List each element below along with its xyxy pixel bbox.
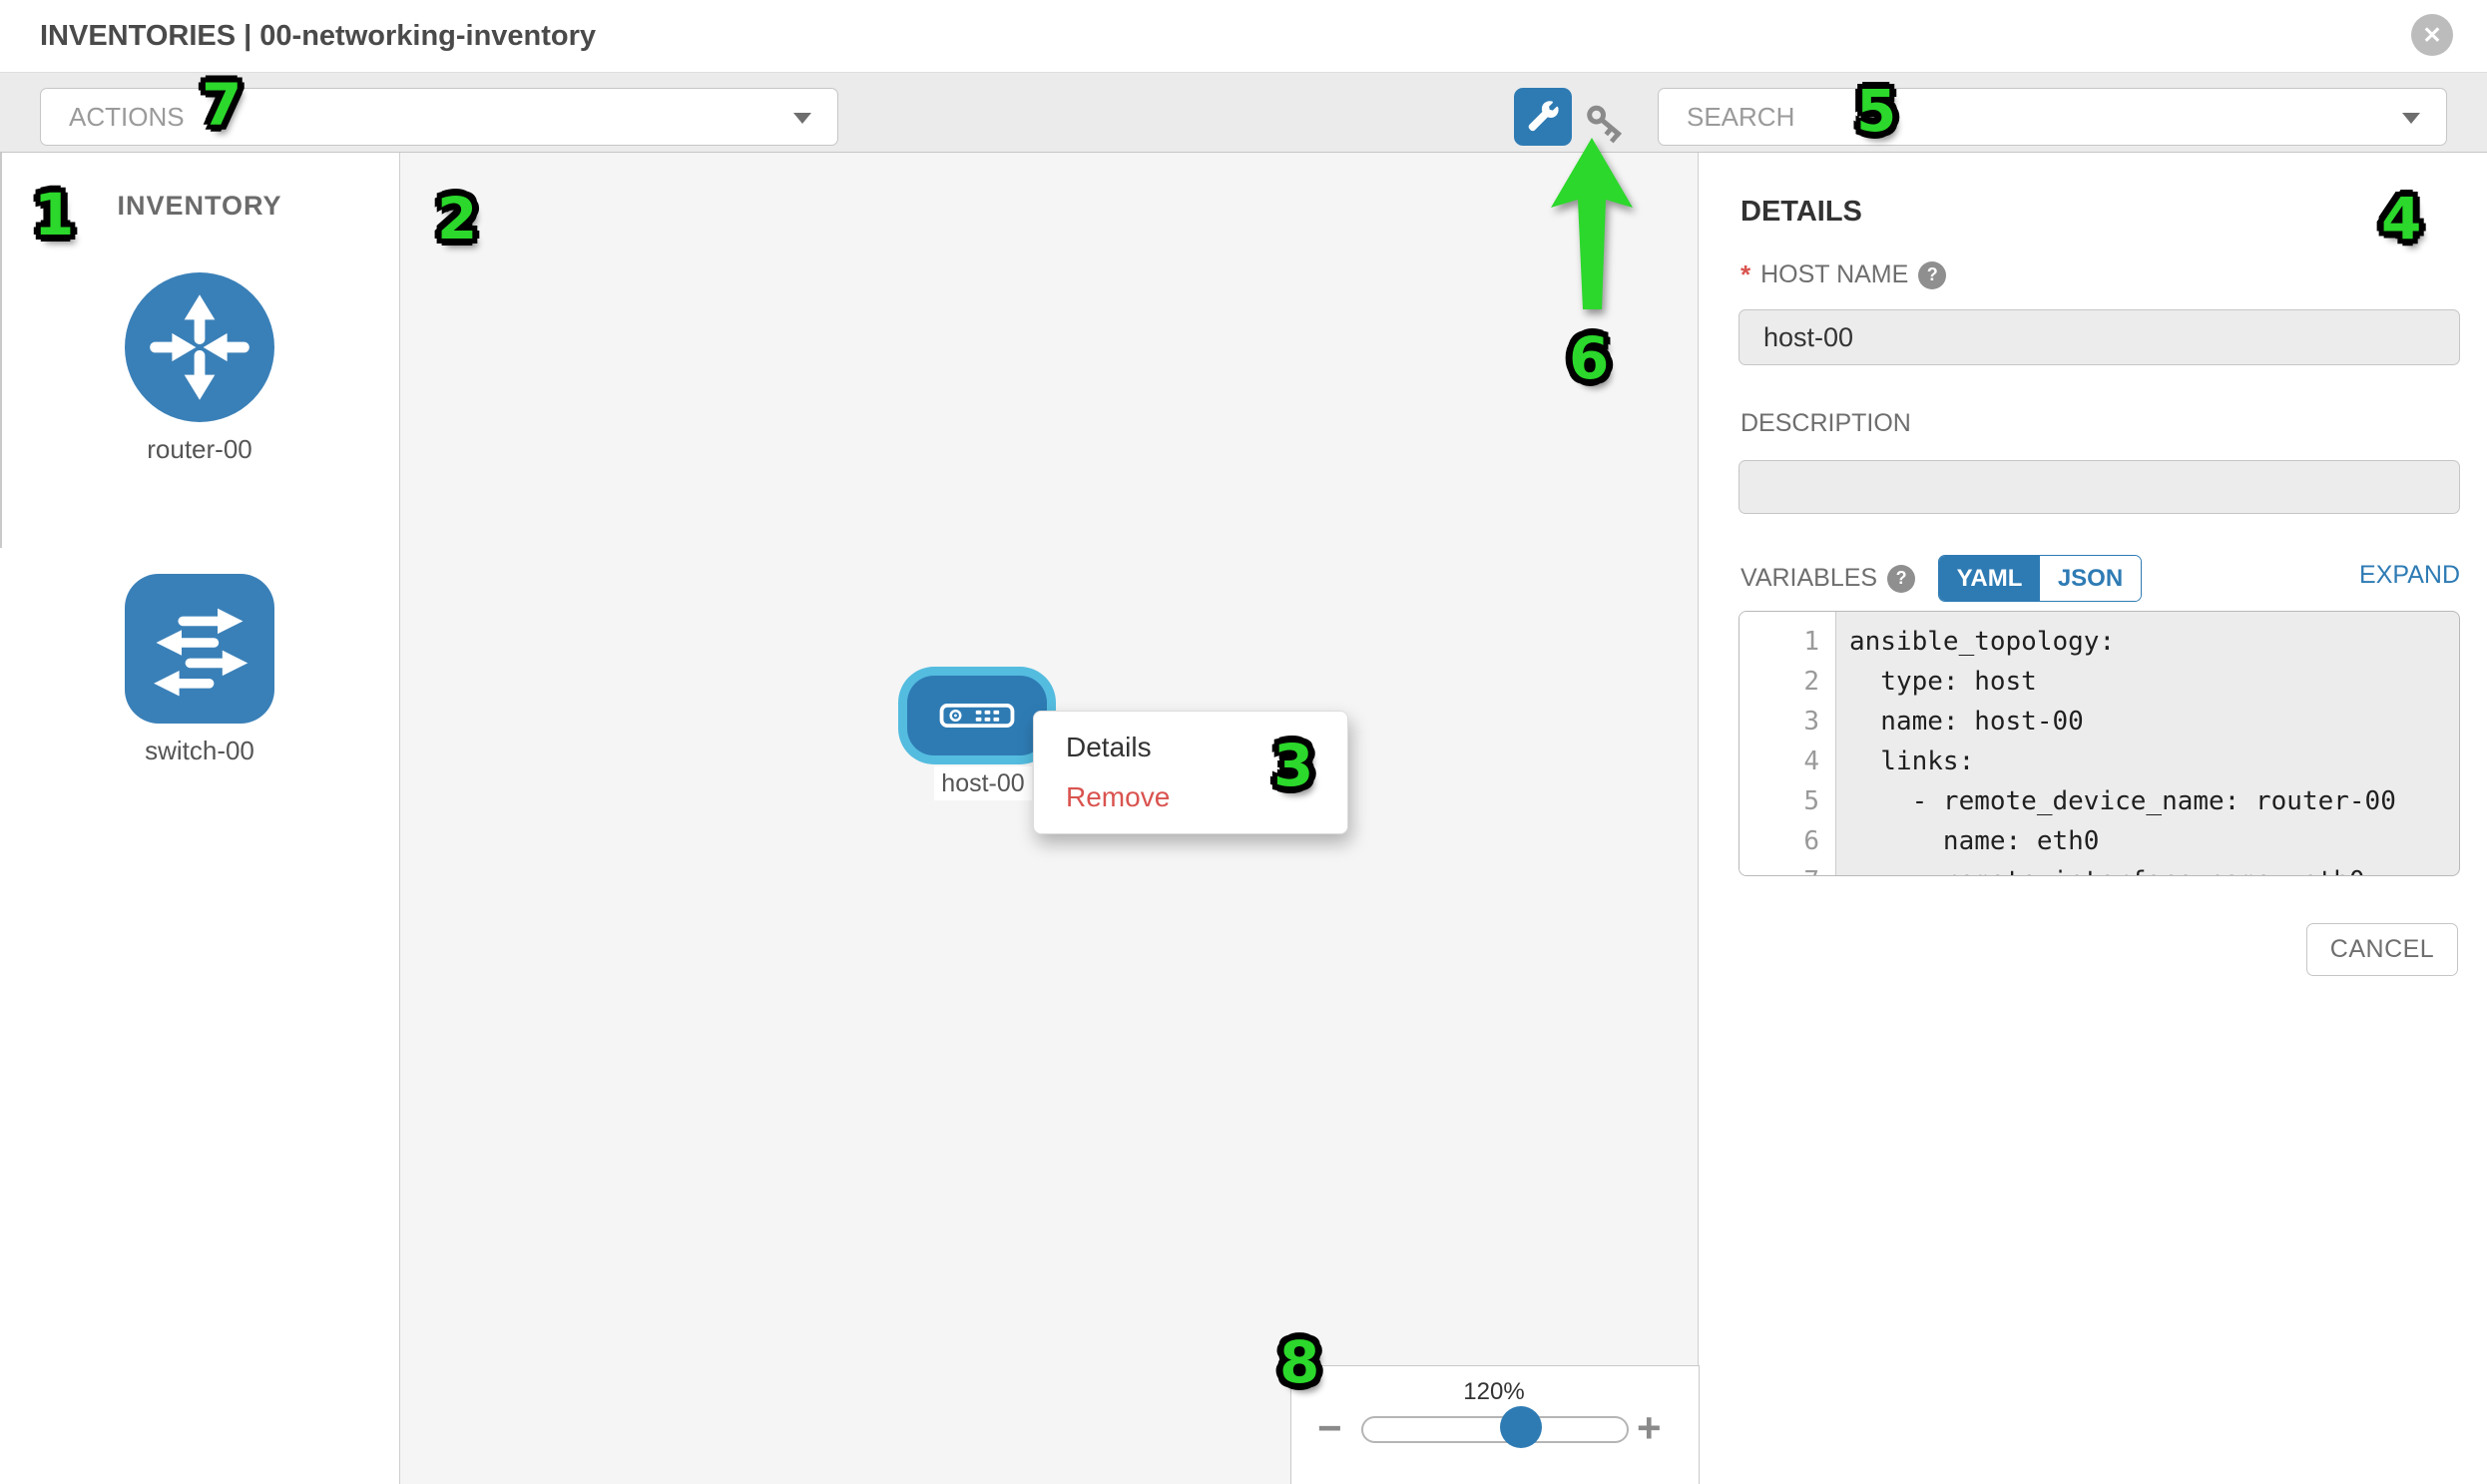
page-title: INVENTORIES | 00-networking-inventory bbox=[40, 20, 597, 52]
code-line: 1 ansible_topology: bbox=[1740, 622, 2459, 662]
line-text: type: host bbox=[1849, 667, 2037, 697]
line-text: name: host-00 bbox=[1849, 707, 2084, 737]
inventory-title: INVENTORY bbox=[117, 191, 282, 221]
zoom-level-value: 120% bbox=[1463, 1378, 1525, 1405]
code-line: 4 links: bbox=[1740, 742, 2459, 781]
annotation-7: 7 bbox=[202, 71, 243, 139]
variables-code-editor[interactable]: 1 ansible_topology: 2 type: host 3 name:… bbox=[1739, 611, 2460, 876]
code-line: 3 name: host-00 bbox=[1740, 702, 2459, 742]
sidebar-edge-divider bbox=[0, 153, 2, 548]
host-name-label-row: * HOST NAME ? bbox=[1741, 259, 1947, 290]
details-panel: DETAILS * HOST NAME ? DESCRIPTION VARIAB… bbox=[1700, 153, 2487, 1484]
key-button[interactable] bbox=[1581, 98, 1631, 148]
zoom-slider-handle[interactable] bbox=[1500, 1406, 1542, 1448]
expand-link[interactable]: EXPAND bbox=[2359, 561, 2460, 589]
tools-button[interactable] bbox=[1514, 88, 1572, 146]
variables-label-row: VARIABLES ? bbox=[1741, 564, 1916, 593]
line-number: 2 bbox=[1803, 667, 1819, 697]
code-line: 2 type: host bbox=[1740, 662, 2459, 702]
zoom-control-panel: 120% − + bbox=[1290, 1365, 1700, 1484]
code-line: 6 name: eth0 bbox=[1740, 821, 2459, 861]
annotation-arrow bbox=[1551, 138, 1633, 309]
variables-label: VARIABLES bbox=[1741, 564, 1878, 592]
required-asterisk: * bbox=[1741, 259, 1751, 289]
host-node-body bbox=[907, 676, 1047, 755]
details-panel-title: DETAILS bbox=[1741, 196, 1862, 228]
help-icon[interactable]: ? bbox=[1887, 564, 1916, 593]
switch-icon bbox=[125, 574, 274, 724]
sidebar-item-router[interactable]: router-00 bbox=[125, 272, 274, 465]
line-text: ansible_topology: bbox=[1849, 627, 2116, 657]
description-label-row: DESCRIPTION bbox=[1741, 409, 1911, 438]
annotation-4: 4 bbox=[2381, 185, 2422, 252]
search-dropdown-label: SEARCH bbox=[1687, 101, 1795, 132]
code-line: 5 - remote_device_name: router-00 bbox=[1740, 781, 2459, 821]
zoom-out-button[interactable]: − bbox=[1317, 1404, 1342, 1451]
help-icon[interactable]: ? bbox=[1918, 260, 1947, 289]
menu-item-details[interactable]: Details bbox=[1066, 732, 1152, 762]
context-menu: Details Remove bbox=[1033, 711, 1348, 834]
actions-dropdown-label: ACTIONS bbox=[69, 101, 185, 132]
header: INVENTORIES | 00-networking-inventory ✕ bbox=[0, 0, 2487, 72]
variables-format-toggle: YAML JSON bbox=[1938, 555, 2142, 602]
server-icon bbox=[939, 703, 1015, 729]
cancel-button[interactable]: CANCEL bbox=[2306, 923, 2458, 976]
annotation-6: 6 bbox=[1569, 324, 1610, 392]
sidebar-item-label: switch-00 bbox=[145, 736, 254, 765]
host-name-input[interactable] bbox=[1739, 309, 2460, 365]
router-icon bbox=[125, 272, 274, 422]
code-line: 7 remote_interface_name: eth0 bbox=[1740, 861, 2459, 875]
annotation-2: 2 bbox=[437, 185, 478, 252]
sidebar-item-switch[interactable]: switch-00 bbox=[125, 574, 274, 766]
menu-item-remove[interactable]: Remove bbox=[1066, 781, 1171, 812]
actions-dropdown[interactable]: ACTIONS bbox=[40, 88, 838, 146]
sidebar-item-label: router-00 bbox=[147, 434, 252, 464]
line-text: links: bbox=[1849, 746, 1975, 776]
line-text: remote_interface_name: eth0 bbox=[1835, 861, 2365, 875]
chevron-down-icon bbox=[2402, 113, 2420, 124]
host-node-label: host-00 bbox=[934, 766, 1032, 800]
host-name-label: HOST NAME bbox=[1760, 260, 1909, 288]
zoom-in-button[interactable]: + bbox=[1637, 1404, 1662, 1451]
tab-yaml[interactable]: YAML bbox=[1939, 556, 2040, 601]
line-number: 1 bbox=[1803, 627, 1819, 657]
toolbar: ACTIONS SEARCH bbox=[0, 72, 2487, 153]
host-node[interactable] bbox=[898, 667, 1056, 764]
annotation-1: 1 bbox=[34, 181, 75, 248]
tab-json[interactable]: JSON bbox=[2040, 556, 2141, 601]
line-text: - remote_device_name: router-00 bbox=[1849, 786, 2396, 816]
line-number: 5 bbox=[1803, 786, 1819, 816]
line-text: name: eth0 bbox=[1849, 826, 2100, 856]
annotation-5: 5 bbox=[1856, 77, 1897, 145]
key-icon bbox=[1587, 105, 1623, 144]
inventory-sidebar: INVENTORY router-00 bbox=[0, 153, 400, 1484]
line-number: 4 bbox=[1803, 746, 1819, 776]
annotation-8: 8 bbox=[1279, 1328, 1320, 1396]
zoom-slider-track[interactable] bbox=[1361, 1416, 1629, 1443]
wrench-icon bbox=[1528, 101, 1559, 132]
line-number: 6 bbox=[1803, 826, 1819, 856]
chevron-down-icon bbox=[793, 113, 811, 124]
annotation-3: 3 bbox=[1273, 732, 1314, 799]
search-dropdown[interactable]: SEARCH bbox=[1658, 88, 2447, 146]
close-icon[interactable]: ✕ bbox=[2411, 14, 2453, 56]
description-label: DESCRIPTION bbox=[1741, 409, 1911, 437]
line-number: 3 bbox=[1803, 707, 1819, 737]
description-input[interactable] bbox=[1739, 460, 2460, 514]
line-number: 7 bbox=[1740, 861, 1835, 875]
code-rows: 1 ansible_topology: 2 type: host 3 name:… bbox=[1740, 622, 2459, 875]
